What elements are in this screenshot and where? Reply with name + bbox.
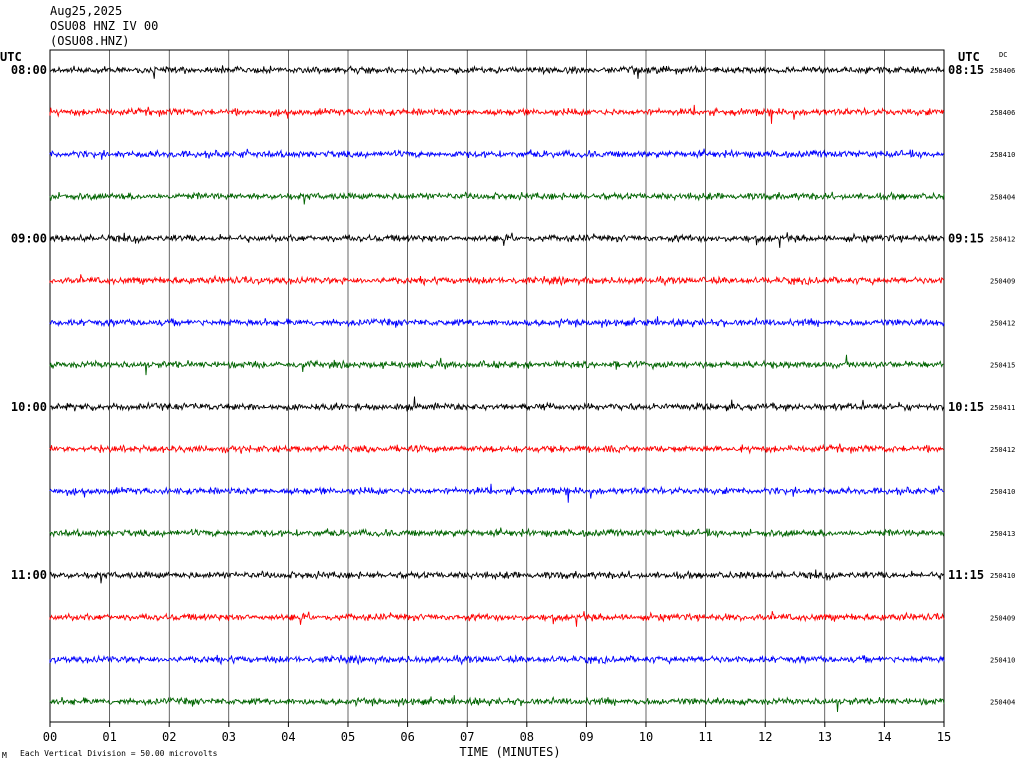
dc-offset-label: 258406 (990, 67, 1015, 75)
x-axis-title: TIME (MINUTES) (459, 745, 560, 759)
x-tick-label: 00 (43, 730, 57, 744)
x-tick-label: 07 (460, 730, 474, 744)
plot-frame (49, 49, 945, 723)
x-tick-label: 04 (281, 730, 295, 744)
trace-1130 (49, 654, 945, 666)
dc-offset-label: 258410 (990, 151, 1015, 159)
left-utc-label: UTC (0, 50, 22, 64)
x-tick-label: 02 (162, 730, 176, 744)
trace-0800 (49, 64, 945, 79)
dc-offset-label: 258406 (990, 109, 1015, 117)
x-tick-label: 11 (698, 730, 712, 744)
x-tick-label: 08 (520, 730, 534, 744)
right-utc-label: UTC (958, 50, 980, 64)
trace-0945 (49, 354, 945, 376)
trace-0915 (49, 274, 945, 287)
left-hour-label: 08:00 (11, 63, 47, 77)
left-hour-label: 11:00 (11, 568, 47, 582)
left-hour-label: 09:00 (11, 231, 47, 245)
trace-0900 (49, 232, 945, 248)
dc-offset-label: 250409 (990, 278, 1015, 286)
x-tick-label: 01 (102, 730, 116, 744)
trace-1145 (49, 695, 945, 712)
dc-offset-label: 250409 (990, 614, 1015, 622)
left-hour-label: 10:00 (11, 400, 47, 414)
trace-1015 (49, 443, 945, 455)
dc-offset-label: 250410 (990, 656, 1015, 664)
scale-note: Each Vertical Division = 50.00 microvolt… (20, 749, 218, 758)
trace-0830 (49, 148, 945, 160)
footer-mark: M (2, 751, 7, 760)
dc-offset-label: 250410 (990, 572, 1015, 580)
trace-1045 (49, 527, 945, 539)
channel-label: (OSU08.HNZ) (50, 34, 130, 48)
x-tick-label: 10 (639, 730, 653, 744)
trace-1115 (49, 611, 945, 627)
right-hour-label: 08:15 (948, 63, 984, 77)
x-tick-label: 06 (400, 730, 414, 744)
trace-0845 (49, 191, 945, 205)
right-hour-label: 09:15 (948, 231, 984, 245)
x-tick-label: 15 (937, 730, 951, 744)
right-hour-label: 11:15 (948, 568, 984, 582)
x-tick-label: 13 (818, 730, 832, 744)
x-tick-label: 05 (341, 730, 355, 744)
dc-offset-label: 250410 (990, 488, 1015, 496)
date-label: Aug25,2025 (50, 4, 123, 18)
dc-offset-label: 250413 (990, 530, 1015, 538)
dc-label: DC (999, 51, 1007, 59)
dc-offset-label: 250412 (990, 446, 1015, 454)
dc-offset-label: 258404 (990, 193, 1015, 201)
station-label: OSU08 HNZ IV 00 (50, 19, 159, 33)
right-hour-label: 10:15 (948, 400, 984, 414)
dc-offset-label: 250404 (990, 699, 1015, 707)
x-tick-label: 14 (877, 730, 891, 744)
x-tick-label: 09 (579, 730, 593, 744)
trace-1000 (49, 396, 945, 412)
dc-offset-label: 250412 (990, 320, 1015, 328)
trace-1030 (49, 483, 945, 503)
x-tick-label: 12 (758, 730, 772, 744)
dc-offset-label: 258412 (990, 235, 1015, 243)
dc-offset-label: 250415 (990, 362, 1015, 370)
trace-1100 (49, 569, 945, 584)
dc-offset-label: 250411 (990, 404, 1015, 412)
x-tick-label: 03 (222, 730, 236, 744)
trace-0930 (49, 316, 945, 329)
trace-0815 (49, 104, 945, 124)
